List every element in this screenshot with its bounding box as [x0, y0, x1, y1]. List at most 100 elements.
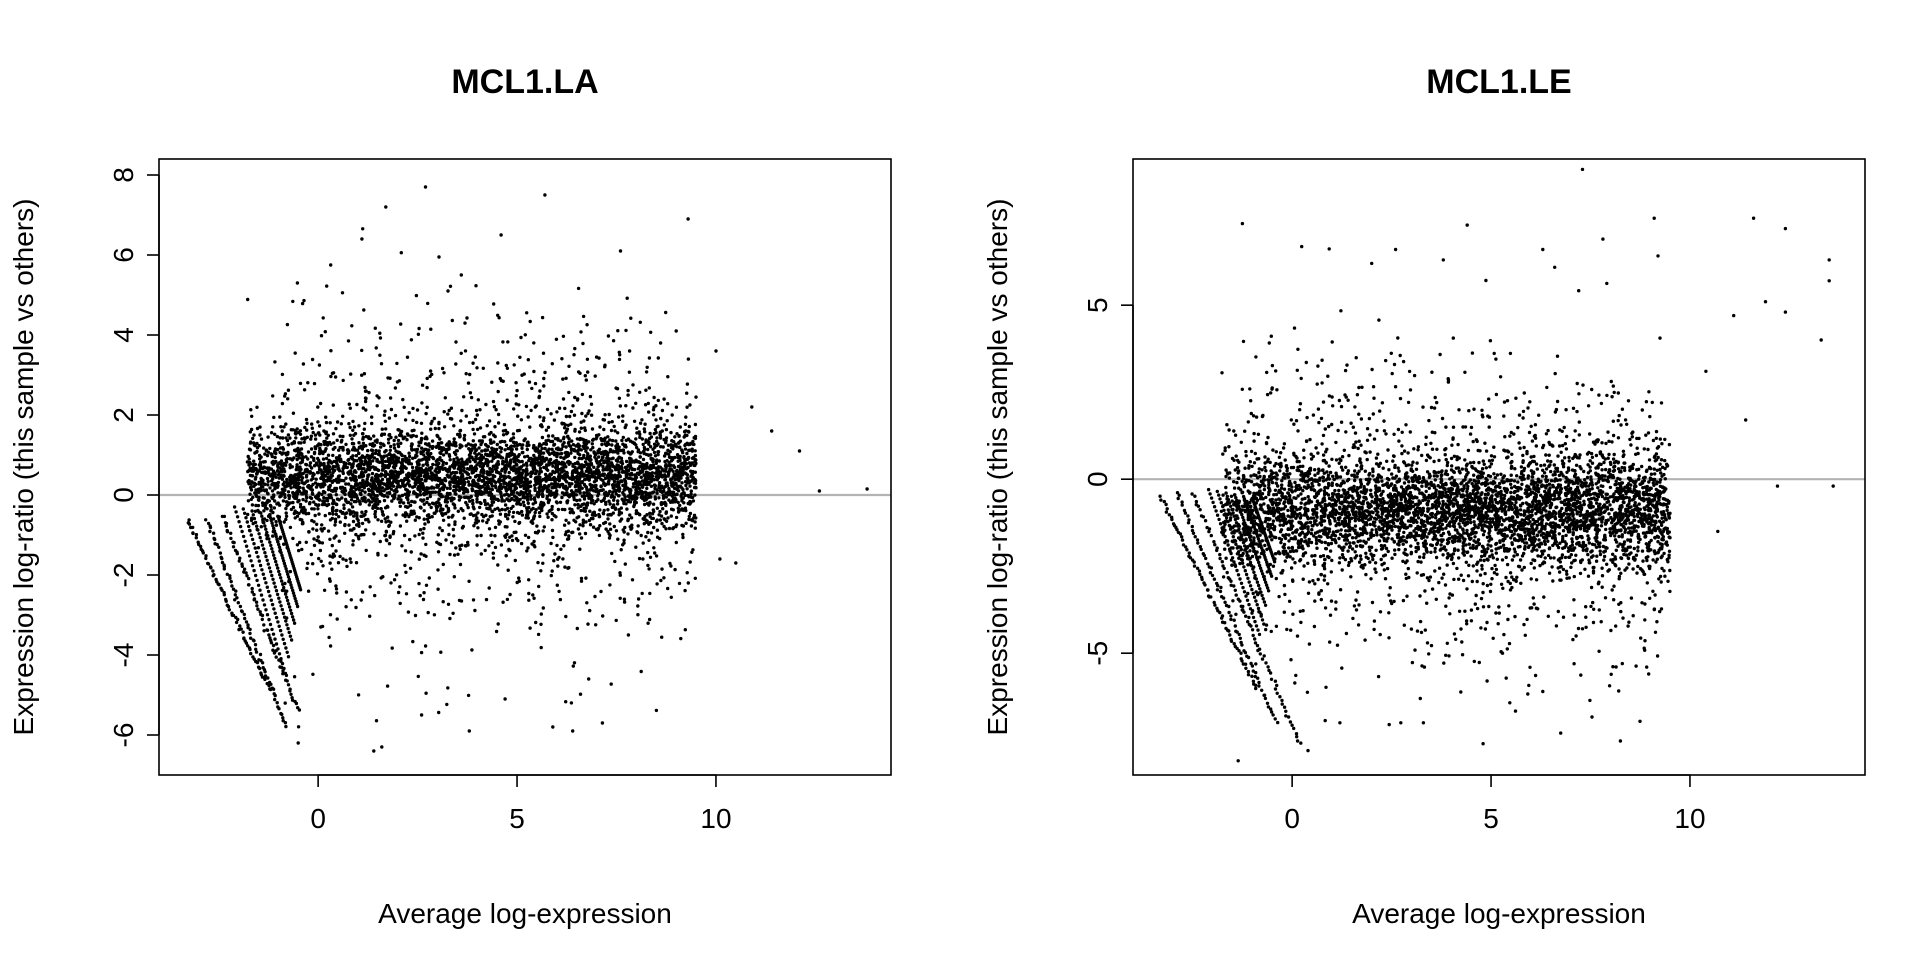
data-point [342, 503, 346, 507]
data-point [317, 512, 321, 516]
data-point [572, 495, 576, 500]
data-point [328, 421, 332, 425]
data-point [624, 481, 628, 486]
data-point [542, 465, 546, 470]
data-point [401, 459, 405, 463]
data-point [611, 339, 616, 343]
data-point [424, 554, 428, 558]
data-point [516, 414, 520, 418]
data-point [232, 505, 237, 509]
data-point [319, 559, 323, 563]
data-point [561, 377, 565, 381]
data-point [466, 480, 470, 484]
data-point [351, 519, 356, 524]
data-point [259, 525, 263, 529]
data-point [462, 436, 466, 441]
data-point [247, 528, 252, 533]
data-point [608, 527, 613, 531]
data-point [520, 459, 524, 464]
data-point [321, 457, 326, 461]
data-point [559, 451, 564, 456]
data-point [275, 485, 280, 489]
data-point [598, 425, 602, 429]
data-point [527, 380, 532, 384]
data-point [486, 518, 490, 522]
data-point [243, 616, 247, 621]
data-point [429, 427, 433, 431]
data-point [264, 533, 268, 537]
data-point [261, 598, 265, 602]
data-point [309, 466, 314, 470]
data-point [308, 461, 313, 465]
data-point [504, 363, 508, 368]
data-point [429, 327, 433, 331]
data-point [333, 520, 338, 524]
data-point [354, 470, 358, 474]
data-point [334, 549, 338, 553]
data-point [576, 506, 580, 510]
data-point [392, 446, 397, 450]
data-point [443, 500, 448, 504]
data-point [277, 624, 281, 628]
data-point [247, 576, 251, 581]
data-point [532, 496, 536, 501]
data-point [523, 496, 527, 500]
data-point [247, 583, 251, 587]
data-point [272, 526, 276, 531]
data-point [475, 453, 479, 457]
data-point [436, 587, 440, 591]
data-point [555, 543, 559, 548]
data-point [323, 490, 327, 495]
data-point [273, 693, 277, 698]
data-point [547, 459, 551, 463]
data-point [341, 471, 345, 476]
data-point [661, 494, 666, 498]
data-point [317, 482, 321, 487]
data-point [620, 459, 624, 463]
data-point [617, 470, 621, 474]
data-point [663, 501, 667, 506]
data-point [272, 581, 276, 585]
data-point [448, 486, 452, 491]
data-point [606, 457, 611, 461]
data-point [457, 461, 461, 465]
data-point [517, 442, 522, 447]
data-point [638, 390, 642, 394]
data-point [413, 613, 418, 618]
data-point [312, 520, 316, 524]
data-point [630, 523, 634, 527]
data-point [448, 480, 452, 484]
data-point [264, 527, 268, 531]
data-point [624, 474, 628, 478]
data-point [245, 520, 249, 524]
data-point [506, 517, 510, 521]
data-point [668, 455, 673, 460]
data-point [471, 427, 475, 432]
data-point [636, 597, 641, 601]
data-point [381, 513, 386, 517]
data-point [246, 480, 250, 484]
data-point [669, 430, 673, 435]
data-point [489, 497, 494, 501]
data-point [453, 443, 457, 448]
data-point [362, 427, 366, 431]
data-point [343, 531, 347, 535]
data-point [599, 499, 604, 503]
data-point [297, 455, 301, 460]
data-point [350, 505, 355, 509]
data-point [321, 484, 325, 489]
data-point [515, 580, 519, 585]
data-point [519, 541, 524, 546]
data-point [446, 506, 451, 511]
data-point [427, 486, 431, 490]
data-point [335, 502, 339, 507]
data-point [249, 636, 253, 640]
data-point [262, 603, 267, 607]
data-point [288, 525, 293, 530]
data-point [441, 507, 445, 511]
data-point [258, 666, 262, 671]
data-point [284, 646, 288, 650]
data-point [361, 499, 365, 503]
data-point [368, 500, 372, 504]
